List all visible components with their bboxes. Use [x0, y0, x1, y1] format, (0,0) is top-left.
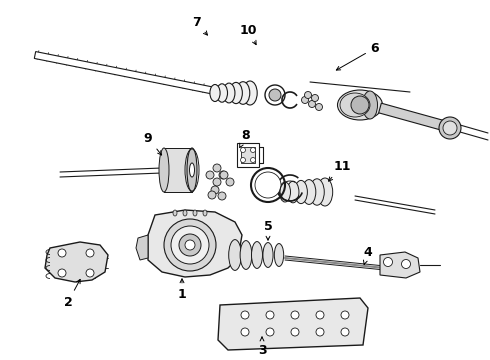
Circle shape	[301, 96, 309, 104]
Circle shape	[241, 311, 249, 319]
Ellipse shape	[183, 210, 187, 216]
Ellipse shape	[265, 85, 285, 105]
Ellipse shape	[229, 240, 241, 270]
Ellipse shape	[240, 240, 252, 269]
Circle shape	[341, 328, 349, 336]
Circle shape	[58, 269, 66, 277]
Circle shape	[341, 311, 349, 319]
Polygon shape	[34, 51, 220, 95]
Ellipse shape	[210, 85, 220, 102]
Circle shape	[266, 311, 274, 319]
Circle shape	[309, 100, 316, 108]
Circle shape	[226, 178, 234, 186]
Text: 1: 1	[177, 279, 186, 302]
Polygon shape	[380, 252, 420, 278]
Text: 6: 6	[336, 41, 379, 70]
Ellipse shape	[340, 93, 370, 117]
Circle shape	[291, 328, 299, 336]
Polygon shape	[148, 210, 242, 277]
Polygon shape	[136, 235, 148, 260]
Circle shape	[208, 191, 216, 199]
Circle shape	[304, 91, 312, 99]
Ellipse shape	[351, 96, 369, 114]
Circle shape	[401, 260, 411, 269]
Text: 10: 10	[239, 23, 257, 45]
Ellipse shape	[173, 210, 177, 216]
Circle shape	[316, 104, 322, 111]
Circle shape	[291, 311, 299, 319]
Circle shape	[211, 186, 219, 194]
Polygon shape	[379, 103, 446, 131]
Circle shape	[384, 257, 392, 266]
Ellipse shape	[363, 91, 377, 119]
Circle shape	[241, 158, 245, 162]
Polygon shape	[45, 242, 108, 282]
Ellipse shape	[243, 81, 257, 105]
Ellipse shape	[318, 178, 333, 206]
Ellipse shape	[223, 83, 235, 103]
Text: 7: 7	[192, 15, 207, 35]
Bar	[237, 143, 259, 167]
Ellipse shape	[274, 244, 284, 266]
Circle shape	[241, 148, 245, 153]
Ellipse shape	[255, 172, 281, 198]
Text: 11: 11	[329, 159, 351, 181]
Ellipse shape	[179, 234, 201, 256]
Circle shape	[220, 171, 228, 179]
Bar	[241, 147, 255, 163]
Text: 5: 5	[264, 220, 272, 240]
Circle shape	[316, 311, 324, 319]
Ellipse shape	[164, 219, 216, 271]
Ellipse shape	[236, 82, 250, 104]
Ellipse shape	[310, 179, 324, 205]
Ellipse shape	[171, 226, 209, 264]
Text: 4: 4	[364, 246, 372, 264]
Text: 8: 8	[240, 129, 250, 148]
Circle shape	[266, 328, 274, 336]
Text: 2: 2	[64, 279, 80, 309]
Text: 9: 9	[144, 131, 162, 155]
Circle shape	[312, 94, 318, 102]
Ellipse shape	[251, 242, 263, 269]
Polygon shape	[164, 148, 192, 192]
Ellipse shape	[279, 182, 291, 202]
Ellipse shape	[439, 117, 461, 139]
Ellipse shape	[302, 180, 316, 204]
Ellipse shape	[217, 84, 227, 102]
Ellipse shape	[193, 210, 197, 216]
Circle shape	[316, 328, 324, 336]
Ellipse shape	[190, 163, 195, 177]
Circle shape	[250, 148, 255, 153]
Ellipse shape	[185, 240, 195, 250]
Ellipse shape	[187, 148, 197, 192]
Circle shape	[58, 249, 66, 257]
Circle shape	[219, 171, 227, 179]
Ellipse shape	[294, 180, 307, 204]
Circle shape	[218, 192, 226, 200]
Circle shape	[86, 249, 94, 257]
Ellipse shape	[230, 82, 243, 104]
Ellipse shape	[443, 121, 457, 135]
Circle shape	[213, 164, 221, 172]
Ellipse shape	[203, 210, 207, 216]
Polygon shape	[218, 298, 368, 350]
Circle shape	[250, 158, 255, 162]
Ellipse shape	[338, 90, 383, 120]
Circle shape	[213, 178, 221, 186]
Ellipse shape	[159, 148, 169, 192]
Text: 3: 3	[258, 337, 266, 356]
Circle shape	[241, 328, 249, 336]
Ellipse shape	[269, 89, 281, 101]
Circle shape	[86, 269, 94, 277]
Circle shape	[206, 171, 214, 179]
Ellipse shape	[287, 181, 299, 203]
Ellipse shape	[263, 243, 273, 267]
